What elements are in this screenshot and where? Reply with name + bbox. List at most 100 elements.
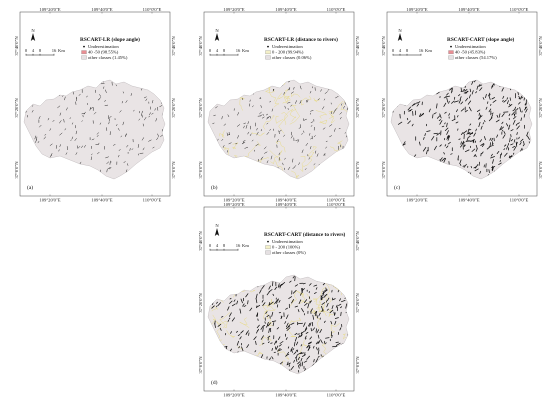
map-frame xyxy=(203,11,355,197)
scale-bar: 0 4 8 16 Km xyxy=(392,48,432,56)
legend-class2: other classes (0%) xyxy=(272,250,306,255)
latitude-tick-label: 37°20'0"N xyxy=(381,98,386,118)
panel-label: (d) xyxy=(211,379,218,386)
study-area-region xyxy=(207,274,350,375)
latitude-tick-label: 37°20'0"N xyxy=(538,98,543,118)
longitude-tick-label: 110°0'0"E xyxy=(327,7,346,12)
legend-swatch-class1 xyxy=(448,50,454,55)
panel-label: (b) xyxy=(211,184,218,191)
scale-number: 0 xyxy=(209,243,212,248)
latitude-tick-label: 37°40'0"N xyxy=(198,231,203,251)
map-legend: RSCART-LR (distance to rivers)Underestim… xyxy=(264,36,338,60)
legend-swatch-other xyxy=(265,55,271,60)
map-svg: 109°20'0"E 109°40'0"E 110°0'0"E 109°20'0"E 1… xyxy=(198,7,360,203)
map-legend: RSCART-CART (slope angle)Underestimation… xyxy=(447,36,515,60)
longitude-tick-label: 109°20'0"E xyxy=(39,7,60,12)
longitude-tick-label: 110°0'0"E xyxy=(510,7,529,12)
longitude-tick-label: 109°20'0"E xyxy=(406,197,427,202)
scale-number: 4 xyxy=(399,48,402,53)
scale-bar: 0 4 8 16 Km xyxy=(25,48,65,56)
scale-number: 8 xyxy=(39,48,42,53)
scale-number: 4 xyxy=(216,243,219,248)
longitude-tick-label: 109°20'0"E xyxy=(406,7,427,12)
study-area-region xyxy=(23,79,166,180)
scale-number: 16 xyxy=(236,48,241,53)
longitude-tick-label: 110°0'0"E xyxy=(327,392,346,397)
map-panel-c: 109°20'0"E 109°40'0"E 110°0'0"E 109°20'0"E 1… xyxy=(369,7,547,203)
legend-class1: 40 -50 (98.55%) xyxy=(88,50,119,55)
svg-text:N: N xyxy=(215,28,219,33)
study-area-region xyxy=(390,79,533,180)
legend-title: RSCART-LR (distance to rivers) xyxy=(264,36,338,43)
latitude-tick-label: 37°0'0"N xyxy=(14,161,19,179)
latitude-tick-label: 37°20'0"N xyxy=(171,98,176,118)
latitude-tick-label: 37°40'0"N xyxy=(355,231,360,251)
map-panel-b: 109°20'0"E 109°40'0"E 110°0'0"E 109°20'0"E 1… xyxy=(186,7,364,203)
latitude-tick-label: 37°0'0"N xyxy=(198,161,203,179)
longitude-tick-label: 109°20'0"E xyxy=(223,392,244,397)
map-frame xyxy=(203,206,355,392)
longitude-tick-label: 109°20'0"E xyxy=(223,197,244,202)
longitude-tick-label: 109°20'0"E xyxy=(223,202,244,207)
longitude-tick-label: 109°20'0"E xyxy=(39,197,60,202)
panel-label: (c) xyxy=(394,184,400,191)
longitude-tick-label: 109°40'0"E xyxy=(275,202,296,207)
latitude-tick-label: 37°0'0"N xyxy=(355,356,360,374)
map-svg: 109°20'0"E 109°40'0"E 110°0'0"E 109°20'0"E 1… xyxy=(381,7,543,203)
latitude-tick-label: 37°0'0"N xyxy=(538,161,543,179)
map-frame xyxy=(386,11,538,197)
map-svg: 109°20'0"E 109°40'0"E 110°0'0"E 109°20'0"E 1… xyxy=(198,202,360,398)
latitude-tick-label: 37°20'0"N xyxy=(355,293,360,313)
north-arrow-icon: N xyxy=(397,28,402,41)
scale-number: 0 xyxy=(392,48,395,53)
scale-number: 0 xyxy=(209,48,212,53)
scale-number: 8 xyxy=(406,48,409,53)
north-arrow-icon: N xyxy=(214,28,219,41)
longitude-tick-label: 109°40'0"E xyxy=(275,197,296,202)
longitude-tick-label: 109°40'0"E xyxy=(275,7,296,12)
legend-class1: 40 -50 (45.83%) xyxy=(455,50,486,55)
scale-unit: Km xyxy=(242,48,249,53)
map-panel-d: 109°20'0"E 109°40'0"E 110°0'0"E 109°20'0"E 1… xyxy=(186,202,364,398)
latitude-tick-label: 37°0'0"N xyxy=(198,356,203,374)
scale-number: 4 xyxy=(216,48,219,53)
latitude-tick-label: 37°40'0"N xyxy=(14,36,19,56)
longitude-tick-label: 110°0'0"E xyxy=(143,7,162,12)
legend-class1: 0 - 200 (100%) xyxy=(272,245,300,250)
legend-title: RSCART-CART (slope angle) xyxy=(447,36,515,43)
longitude-tick-label: 110°0'0"E xyxy=(327,197,346,202)
underestimation-marker-icon xyxy=(267,45,269,48)
scale-number: 8 xyxy=(223,243,226,248)
longitude-tick-label: 109°40'0"E xyxy=(91,197,112,202)
latitude-tick-label: 37°20'0"N xyxy=(198,98,203,118)
scale-unit: Km xyxy=(242,243,249,248)
legend-title: RSCART-CART (distance to rivers) xyxy=(264,231,346,238)
legend-swatch-other xyxy=(265,250,271,255)
map-frame xyxy=(19,11,171,197)
legend-swatch-other xyxy=(81,55,87,60)
legend-class2: other classes (0.06%) xyxy=(272,55,312,60)
scale-bar: 0 4 8 16 Km xyxy=(209,48,249,56)
latitude-tick-label: 37°40'0"N xyxy=(198,36,203,56)
longitude-tick-label: 110°0'0"E xyxy=(143,197,162,202)
panel-label: (a) xyxy=(27,184,33,191)
underestimation-marker-icon xyxy=(267,240,269,243)
latitude-tick-label: 37°20'0"N xyxy=(198,293,203,313)
scale-number: 8 xyxy=(223,48,226,53)
scale-unit: Km xyxy=(58,48,65,53)
scale-number: 4 xyxy=(32,48,35,53)
legend-swatch-class1 xyxy=(265,245,271,250)
legend-swatch-class1 xyxy=(265,50,271,55)
longitude-tick-label: 109°40'0"E xyxy=(91,7,112,12)
latitude-tick-label: 37°40'0"N xyxy=(355,36,360,56)
latitude-tick-label: 37°40'0"N xyxy=(381,36,386,56)
map-svg: 109°20'0"E 109°40'0"E 110°0'0"E 109°20'0"E 1… xyxy=(14,7,176,203)
map-legend: RSCART-LR (slope angle)Underestimation40… xyxy=(80,36,140,60)
latitude-tick-label: 37°0'0"N xyxy=(381,161,386,179)
latitude-tick-label: 37°40'0"N xyxy=(538,36,543,56)
study-area-region xyxy=(207,79,350,180)
scale-unit: Km xyxy=(425,48,432,53)
north-arrow-icon: N xyxy=(30,28,35,41)
legend-underestimation: Underestimation xyxy=(272,44,303,49)
latitude-tick-label: 37°20'0"N xyxy=(14,98,19,118)
